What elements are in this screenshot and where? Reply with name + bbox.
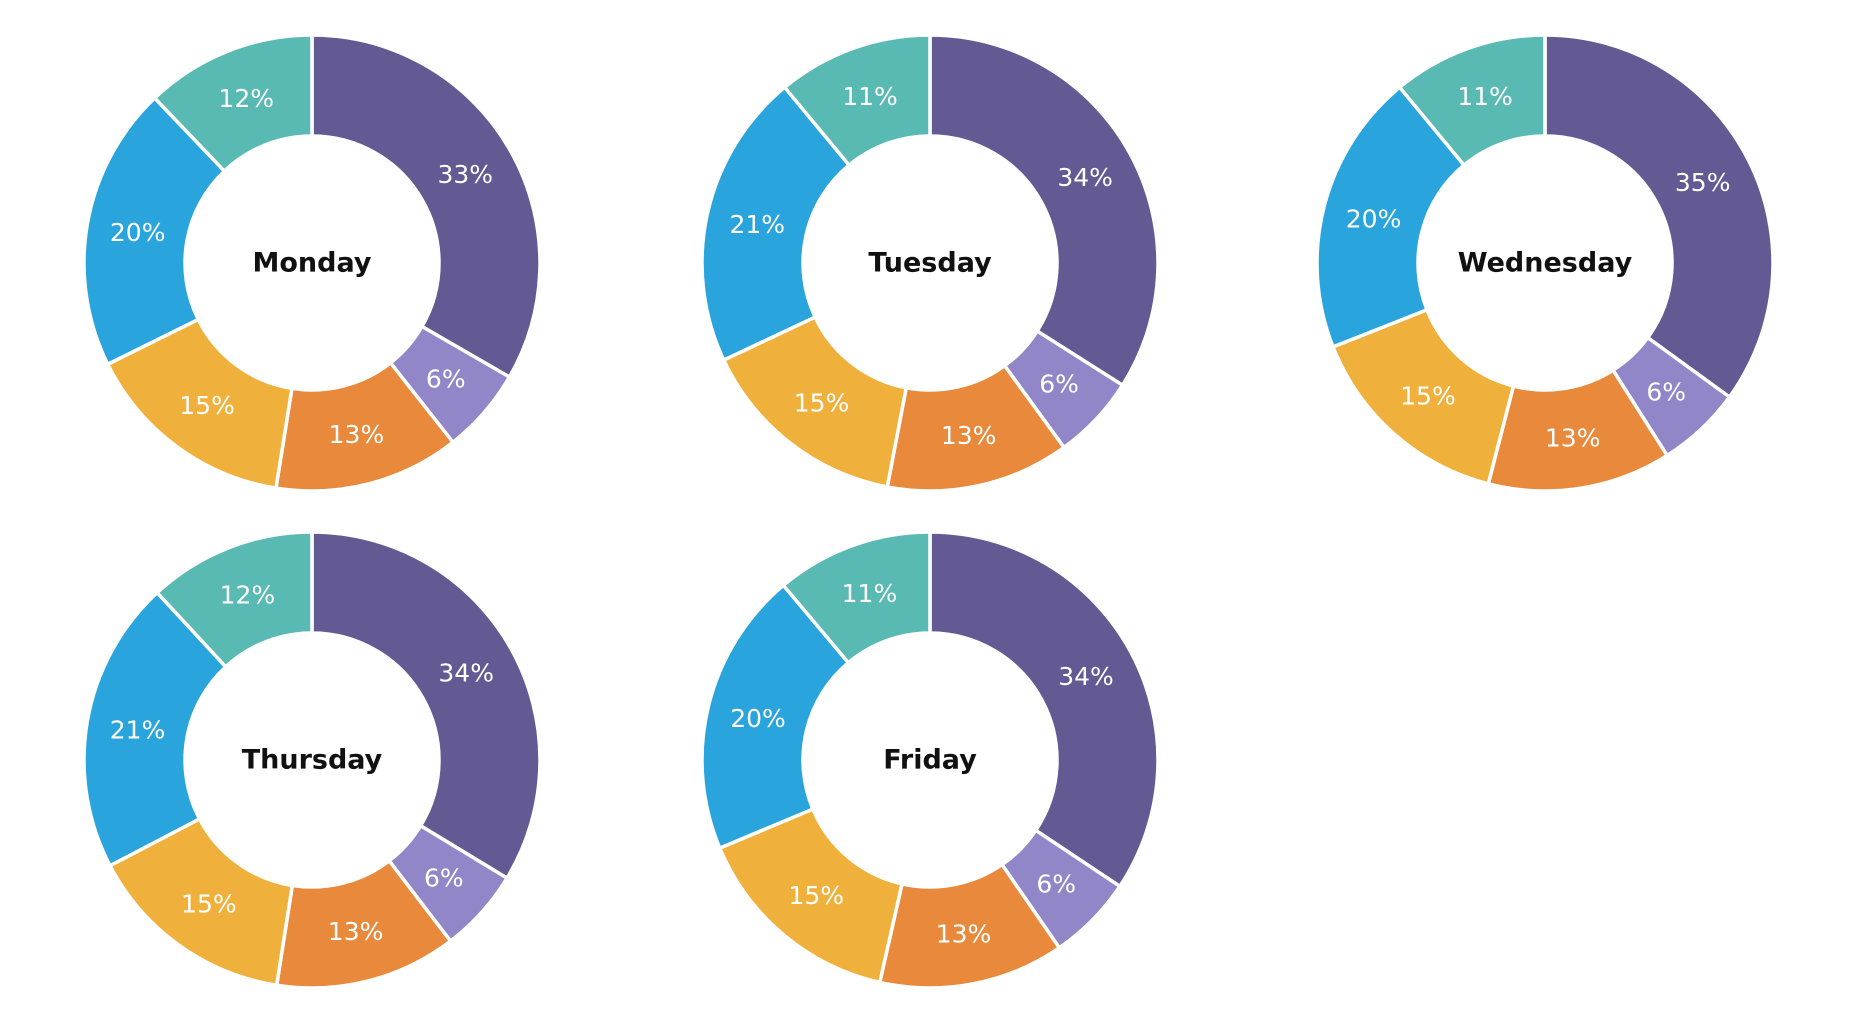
slice-label: 20% <box>730 704 786 733</box>
slice-label: 12% <box>220 581 276 610</box>
slice-blue <box>700 85 851 362</box>
donut-svg-thursday: 34% 6% 13% 15% 21% 12% <box>82 530 542 990</box>
slice-label: 15% <box>794 388 850 417</box>
slice-blue <box>82 590 228 868</box>
chart-title-monday: Monday <box>252 247 372 279</box>
donut-svg-monday: 33% 6% 13% 15% 20% 12% <box>82 33 542 493</box>
slice-purple <box>310 33 542 379</box>
slice-amber <box>717 807 904 985</box>
slice-teal <box>1397 33 1547 167</box>
slice-teal <box>152 33 314 173</box>
slice-label: 34% <box>1058 662 1114 691</box>
slice-amber <box>721 315 908 489</box>
slice-blue <box>82 96 227 366</box>
donut-svg-tuesday: 34% 6% 13% 15% 21% 11% <box>700 33 1160 493</box>
chart-title-thursday: Thursday <box>241 744 383 776</box>
donut-svg-friday: 34% 6% 13% 15% 20% 11% <box>700 530 1160 990</box>
donut-chart-friday: 34% 6% 13% 15% 20% 11% Friday <box>700 530 1160 990</box>
slice-label: 21% <box>110 715 166 744</box>
slice-teal <box>782 33 932 167</box>
slice-label: 35% <box>1675 168 1731 197</box>
donut-chart-tuesday: 34% 6% 13% 15% 21% 11% Tuesday <box>700 33 1160 493</box>
chart-title-wednesday: Wednesday <box>1457 247 1633 279</box>
slice-teal <box>781 530 932 665</box>
slice-label: 34% <box>438 659 494 688</box>
chart-title-tuesday: Tuesday <box>868 247 992 279</box>
slice-label: 12% <box>218 84 274 113</box>
slice-label: 13% <box>1545 423 1601 452</box>
slice-amber <box>105 317 294 490</box>
slice-purple <box>1543 33 1775 399</box>
slice-label: 34% <box>1057 163 1113 192</box>
slice-amber <box>1331 308 1516 486</box>
donut-chart-thursday: 34% 6% 13% 15% 21% 12% Thursday <box>82 530 542 990</box>
slice-label: 33% <box>438 160 494 189</box>
slice-teal <box>155 530 314 669</box>
slice-label: 11% <box>842 82 898 111</box>
slice-purple <box>928 530 1160 889</box>
slice-label: 20% <box>110 218 166 247</box>
slice-label: 13% <box>936 919 992 948</box>
slice-label: 20% <box>1346 204 1402 233</box>
slice-label: 6% <box>1036 870 1076 899</box>
slice-purple <box>928 33 1160 387</box>
slice-label: 6% <box>424 864 464 893</box>
slice-blue <box>1315 85 1466 349</box>
slice-label: 6% <box>1039 370 1079 399</box>
slice-label: 13% <box>328 917 384 946</box>
slice-label: 15% <box>179 391 235 420</box>
slice-label: 15% <box>1400 381 1456 410</box>
slice-label: 11% <box>1457 82 1513 111</box>
chart-title-friday: Friday <box>883 744 977 776</box>
donut-chart-monday: 33% 6% 13% 15% 20% 12% Monday <box>82 33 542 493</box>
slice-label: 13% <box>941 421 997 450</box>
slice-label: 6% <box>1646 378 1686 407</box>
slice-label: 15% <box>181 889 237 918</box>
slice-label: 6% <box>426 364 466 393</box>
slice-label: 11% <box>842 579 898 608</box>
slice-blue <box>700 583 851 850</box>
slice-label: 13% <box>329 420 385 449</box>
slice-purple <box>310 530 542 880</box>
donut-chart-wednesday: 35% 6% 13% 15% 20% 11% Wednesday <box>1315 33 1775 493</box>
slice-label: 21% <box>729 210 785 239</box>
slice-label: 15% <box>788 881 844 910</box>
donut-svg-wednesday: 35% 6% 13% 15% 20% 11% <box>1315 33 1775 493</box>
